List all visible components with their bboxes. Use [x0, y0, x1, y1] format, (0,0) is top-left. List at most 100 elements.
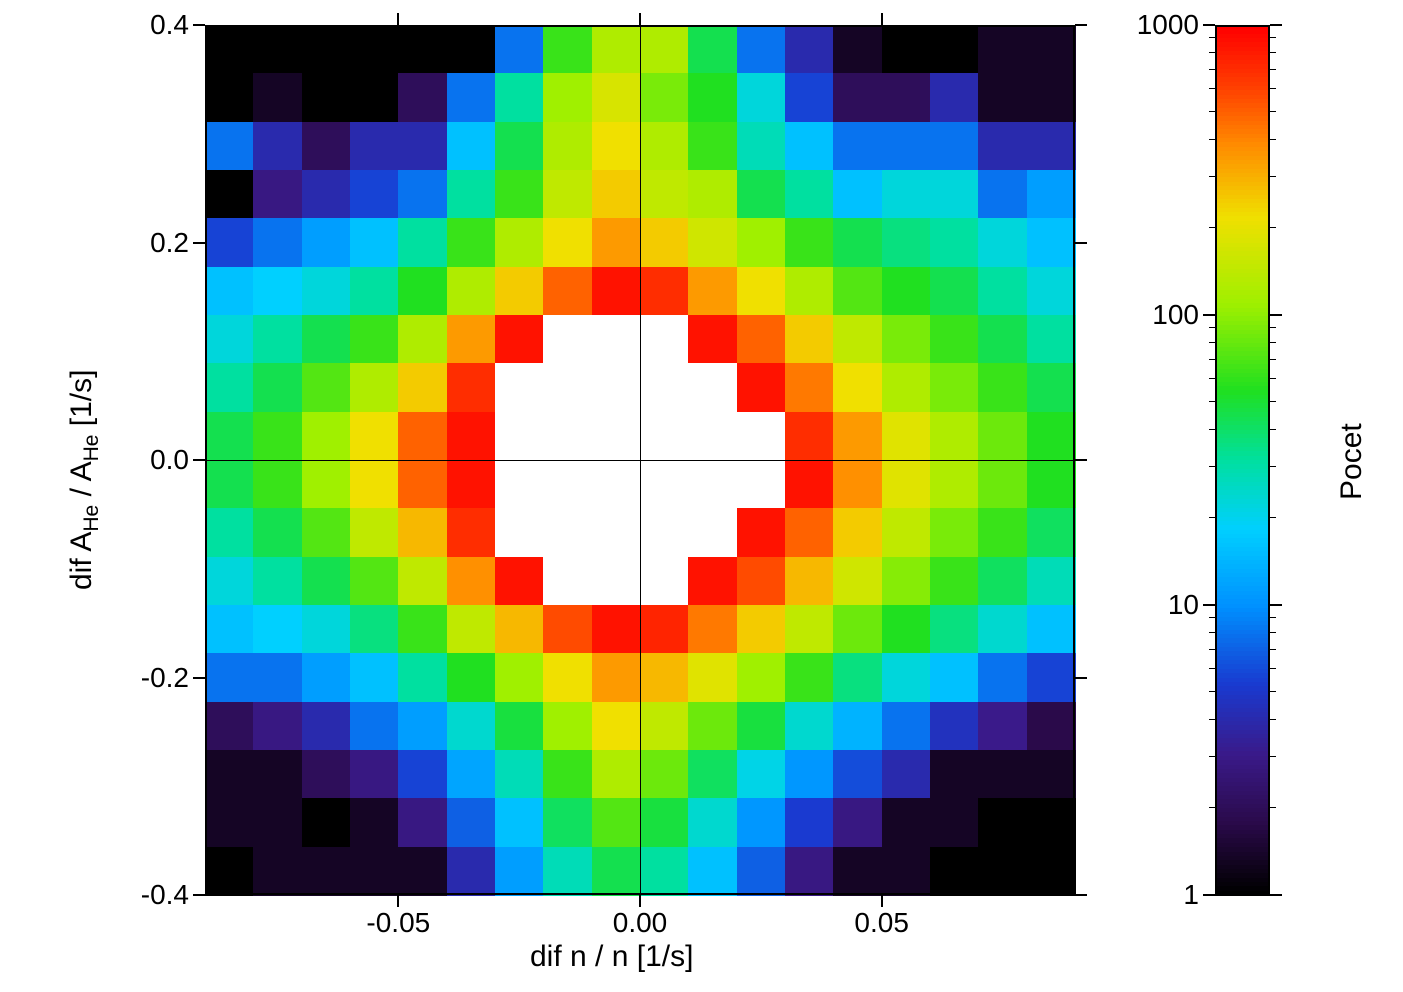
heatmap-cell [447, 267, 496, 316]
heatmap-cell [543, 73, 592, 122]
heatmap-cell [930, 218, 979, 267]
heatmap-cell [978, 750, 1027, 799]
heatmap-cell [737, 267, 786, 316]
heatmap-cell [688, 363, 737, 412]
heatmap-cell [882, 170, 931, 219]
colorbar-minor-tick [1209, 342, 1215, 343]
heatmap-cell [398, 73, 447, 122]
colorbar-tick [1203, 894, 1215, 896]
heatmap-cell [205, 363, 254, 412]
heatmap-cell [930, 750, 979, 799]
y-tick-label: -0.2 [141, 662, 189, 694]
heatmap-cell [398, 798, 447, 847]
colorbar-tick-label: 10 [1168, 589, 1199, 621]
heatmap-cell [882, 122, 931, 171]
heatmap-cell [930, 653, 979, 702]
heatmap-cell [205, 750, 254, 799]
colorbar-minor-tick [1270, 342, 1276, 343]
heatmap-cell [205, 170, 254, 219]
heatmap-cell [592, 508, 641, 557]
heatmap-cell [737, 315, 786, 364]
heatmap-cell [592, 122, 641, 171]
y-tick [193, 459, 205, 461]
heatmap-cell [737, 412, 786, 461]
heatmap-cell [930, 73, 979, 122]
x-tick-label: -0.05 [358, 907, 438, 939]
heatmap-cell [640, 73, 689, 122]
heatmap-cell [833, 363, 882, 412]
heatmap-cell [543, 170, 592, 219]
heatmap-cell [205, 412, 254, 461]
heatmap-cell [302, 170, 351, 219]
heatmap-cell [592, 798, 641, 847]
heatmap-cell [833, 798, 882, 847]
heatmap-cell [1027, 267, 1076, 316]
heatmap-cell [640, 267, 689, 316]
heatmap-cell [447, 73, 496, 122]
heatmap-cell [978, 73, 1027, 122]
heatmap-cell [398, 315, 447, 364]
heatmap-cell [253, 170, 302, 219]
heatmap-cell [592, 847, 641, 896]
colorbar-minor-tick [1270, 378, 1276, 379]
heatmap-cell [495, 315, 544, 364]
heatmap-cell [978, 460, 1027, 509]
heatmap-cell [833, 750, 882, 799]
heatmap-cell [350, 460, 399, 509]
heatmap-cell [688, 798, 737, 847]
heatmap-cell [737, 798, 786, 847]
y-tick [1075, 894, 1087, 896]
colorbar-minor-tick [1270, 691, 1276, 692]
heatmap-cell [253, 218, 302, 267]
heatmap-cell [205, 25, 254, 74]
heatmap-cell [398, 267, 447, 316]
colorbar-tick [1270, 604, 1282, 606]
heatmap-cell [495, 605, 544, 654]
heatmap-cell [398, 557, 447, 606]
colorbar-tick [1270, 894, 1282, 896]
heatmap-cell [398, 25, 447, 74]
colorbar-minor-tick [1209, 111, 1215, 112]
heatmap-cell [302, 605, 351, 654]
heatmap-cell [543, 750, 592, 799]
heatmap-cell [253, 508, 302, 557]
heatmap-cell [592, 315, 641, 364]
heatmap-cell [302, 557, 351, 606]
x-tick [397, 13, 399, 25]
colorbar-minor-tick [1270, 227, 1276, 228]
heatmap-cell [447, 653, 496, 702]
colorbar-minor-tick [1209, 69, 1215, 70]
heatmap-cell [688, 412, 737, 461]
heatmap-cell [302, 218, 351, 267]
heatmap-cell [350, 798, 399, 847]
heatmap-cell [495, 847, 544, 896]
heatmap-cell [447, 798, 496, 847]
heatmap-cell [447, 847, 496, 896]
x-tick-label: 0.00 [600, 907, 680, 939]
heatmap-cell [592, 25, 641, 74]
heatmap-cell [205, 218, 254, 267]
colorbar-minor-tick [1209, 691, 1215, 692]
heatmap-cell [640, 847, 689, 896]
heatmap-cell [205, 122, 254, 171]
heatmap-cell [882, 750, 931, 799]
heatmap-cell [688, 750, 737, 799]
heatmap-cell [398, 847, 447, 896]
heatmap-cell [978, 798, 1027, 847]
heatmap-cell [302, 702, 351, 751]
heatmap-cell [737, 363, 786, 412]
heatmap-cell [592, 557, 641, 606]
heatmap-cell [350, 557, 399, 606]
heatmap-cell [930, 122, 979, 171]
heatmap-cell [592, 750, 641, 799]
heatmap-cell [447, 363, 496, 412]
heatmap-cell [495, 122, 544, 171]
heatmap-cell [833, 508, 882, 557]
heatmap-cell [930, 557, 979, 606]
heatmap-cell [833, 605, 882, 654]
heatmap-cell [302, 460, 351, 509]
y-tick-label: 0.4 [150, 9, 189, 41]
heatmap-cell [785, 267, 834, 316]
heatmap-cell [205, 508, 254, 557]
heatmap-cell [833, 315, 882, 364]
